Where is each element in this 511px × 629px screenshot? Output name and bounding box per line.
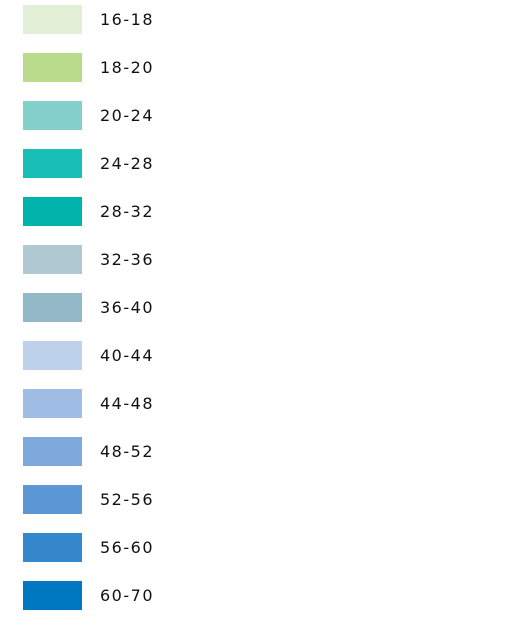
legend-swatch <box>23 533 82 562</box>
legend-item: 20-24 <box>23 101 323 130</box>
legend-label: 32-36 <box>100 250 154 269</box>
legend-swatch <box>23 293 82 322</box>
map-legend: 16-18 18-20 20-24 24-28 28-32 32-36 36-4… <box>23 5 323 629</box>
legend-label: 18-20 <box>100 58 154 77</box>
legend-item: 18-20 <box>23 53 323 82</box>
legend-item: 48-52 <box>23 437 323 466</box>
legend-item: 16-18 <box>23 5 323 34</box>
legend-label: 56-60 <box>100 538 154 557</box>
legend-label: 20-24 <box>100 106 154 125</box>
legend-swatch <box>23 5 82 34</box>
legend-swatch <box>23 485 82 514</box>
legend-label: 60-70 <box>100 586 154 605</box>
legend-label: 48-52 <box>100 442 154 461</box>
legend-label: 36-40 <box>100 298 154 317</box>
legend-swatch <box>23 149 82 178</box>
legend-label: 28-32 <box>100 202 154 221</box>
legend-label: 40-44 <box>100 346 154 365</box>
legend-item: 60-70 <box>23 581 323 610</box>
legend-item: 52-56 <box>23 485 323 514</box>
legend-item: 56-60 <box>23 533 323 562</box>
legend-swatch <box>23 437 82 466</box>
legend-swatch <box>23 389 82 418</box>
legend-swatch <box>23 101 82 130</box>
legend-swatch <box>23 197 82 226</box>
legend-label: 52-56 <box>100 490 154 509</box>
legend-label: 16-18 <box>100 10 154 29</box>
legend-item: 24-28 <box>23 149 323 178</box>
legend-swatch <box>23 341 82 370</box>
legend-label: 44-48 <box>100 394 154 413</box>
legend-swatch <box>23 53 82 82</box>
legend-swatch <box>23 245 82 274</box>
legend-swatch <box>23 581 82 610</box>
legend-item: 32-36 <box>23 245 323 274</box>
legend-label: 24-28 <box>100 154 154 173</box>
legend-item: 44-48 <box>23 389 323 418</box>
legend-item: 36-40 <box>23 293 323 322</box>
legend-item: 28-32 <box>23 197 323 226</box>
legend-item: 40-44 <box>23 341 323 370</box>
